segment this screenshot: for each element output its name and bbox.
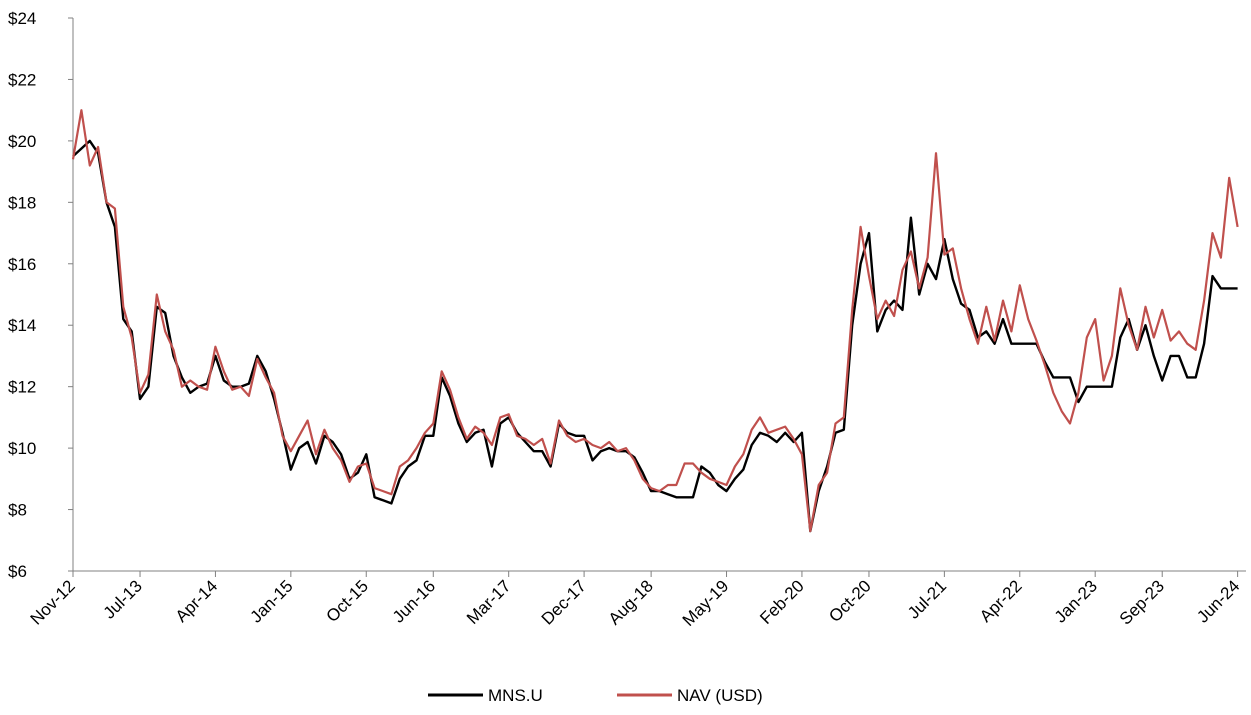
x-tick-label: Jun-24: [1193, 576, 1243, 626]
y-tick-label: $6: [8, 562, 27, 581]
legend: MNS.U NAV (USD): [428, 686, 763, 705]
x-tick-label: Nov-12: [27, 576, 79, 628]
x-tick-label: Jun-16: [389, 576, 439, 626]
legend-label-mns-u: MNS.U: [488, 686, 543, 705]
x-tick-label: Sep-23: [1116, 576, 1168, 628]
x-tick-label: Oct-15: [323, 576, 373, 626]
x-tick-label: Mar-17: [463, 576, 515, 628]
x-tick-label: Feb-20: [756, 576, 808, 628]
y-tick-label: $12: [8, 378, 36, 397]
x-tick-label: May-19: [679, 576, 733, 630]
x-tick-label: Oct-20: [825, 576, 875, 626]
series-layer: [71, 109, 1239, 533]
y-tick-label: $14: [8, 316, 36, 335]
y-tick-label: $22: [8, 70, 36, 89]
x-tick-label: Dec-17: [538, 576, 590, 628]
axes: $6 $8 $10 $12 $14 $16 $18 $20 $22 $24 Nov-12 Jul-13…: [8, 9, 1246, 630]
x-tick-label: Aug-18: [605, 576, 657, 628]
y-tick-label: $16: [8, 255, 36, 274]
series-line-mns-u: [72, 139, 1238, 533]
x-tick-label: Apr-22: [976, 576, 1026, 626]
y-tick-label: $24: [8, 9, 36, 28]
series-line-nav-usd: [71, 109, 1239, 533]
x-tick-label: Jul-13: [100, 576, 146, 622]
x-tick-label: Jan-15: [246, 576, 296, 626]
x-tick-label: Apr-14: [172, 576, 222, 626]
x-tick-label: Jul-21: [904, 576, 950, 622]
y-tick-label: $18: [8, 193, 36, 212]
y-tick-label: $10: [8, 439, 36, 458]
y-tick-label: $20: [8, 132, 36, 151]
legend-label-nav-usd: NAV (USD): [677, 686, 763, 705]
y-tick-label: $8: [8, 501, 27, 520]
x-tick-label: Jan-23: [1051, 576, 1101, 626]
